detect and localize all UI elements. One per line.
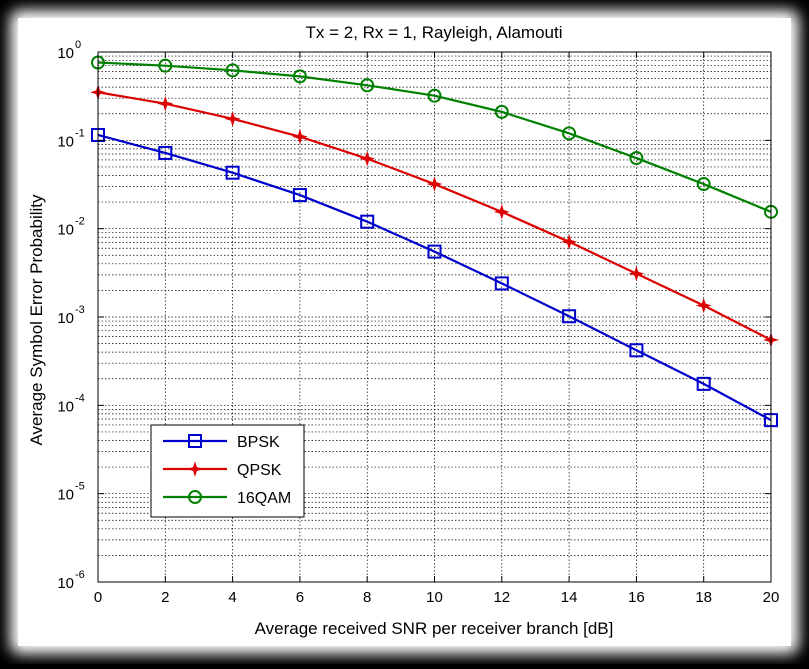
x-tick-label: 0: [94, 589, 102, 606]
square-marker: [629, 343, 644, 358]
square-marker: [188, 434, 202, 448]
square-marker: [562, 309, 577, 324]
circle-marker: [158, 58, 173, 73]
star-marker: [292, 128, 308, 145]
star-marker: [187, 461, 203, 477]
x-tick-label: 4: [228, 589, 236, 606]
y-tick-label: 10: [57, 575, 74, 592]
y-tick-exponent: -3: [75, 304, 85, 316]
legend: BPSK QPSK 16QAM: [150, 424, 305, 518]
square-marker: [696, 376, 711, 391]
star-marker: [493, 204, 510, 220]
circle-marker: [494, 104, 509, 119]
x-tick-label: 6: [296, 589, 304, 606]
x-tick-label: 14: [561, 589, 578, 606]
x-axis-label: Average received SNR per receiver branch…: [255, 619, 614, 638]
star-marker: [224, 111, 241, 127]
y-tick-exponent: -5: [75, 481, 85, 493]
y-tick-label: 10: [57, 133, 74, 150]
chart-title: Tx = 2, Rx = 1, Rayleigh, Alamouti: [305, 23, 562, 42]
y-tick-label: 10: [57, 398, 74, 415]
square-marker: [158, 145, 173, 160]
x-tick-label: 18: [695, 589, 712, 606]
y-axis-label: Average Symbol Error Probability: [27, 194, 46, 446]
series-line: [97, 133, 772, 422]
star-marker: [426, 176, 443, 192]
circle-marker: [562, 126, 577, 141]
y-tick-exponent: 0: [75, 39, 81, 51]
circle-marker: [696, 177, 711, 192]
legend-label: QPSK: [237, 462, 282, 479]
circle-marker: [188, 490, 202, 504]
legend-item: QPSK: [163, 461, 282, 479]
legend-label: 16QAM: [237, 490, 291, 507]
x-tick-label: 12: [493, 589, 510, 606]
y-tick-exponent: -1: [75, 127, 85, 139]
square-marker: [360, 214, 375, 229]
y-tick-label: 10: [57, 45, 74, 62]
series-16qam: [91, 55, 778, 219]
y-tick-label: 10: [57, 487, 74, 504]
x-tick-label: 10: [426, 589, 443, 606]
square-marker: [225, 165, 240, 180]
circle-marker: [360, 78, 375, 93]
star-marker: [695, 297, 712, 314]
star-marker: [157, 95, 174, 112]
x-tick-label: 2: [161, 589, 169, 606]
y-tick-label: 10: [57, 310, 74, 327]
x-tick-label: 20: [763, 589, 780, 606]
series-line: [97, 61, 772, 213]
y-tick-exponent: -4: [75, 392, 85, 404]
x-tick-label: 16: [628, 589, 645, 606]
circle-marker: [292, 69, 307, 84]
circle-marker: [629, 151, 644, 166]
y-tick-exponent: -2: [75, 216, 85, 228]
square-marker: [292, 188, 307, 203]
legend-item: BPSK: [163, 434, 280, 451]
star-marker: [561, 233, 577, 250]
square-marker: [494, 276, 509, 291]
y-tick-label: 10: [57, 222, 74, 239]
y-tick-exponent: -6: [75, 569, 85, 581]
circle-marker: [225, 63, 240, 78]
square-marker: [427, 244, 442, 259]
legend-label: BPSK: [237, 434, 280, 451]
legend-item: 16QAM: [163, 490, 291, 507]
circle-marker: [427, 88, 442, 103]
series-bpsk: [91, 127, 778, 428]
star-marker: [628, 265, 645, 282]
x-tick-label: 8: [363, 589, 371, 606]
star-marker: [359, 150, 376, 167]
